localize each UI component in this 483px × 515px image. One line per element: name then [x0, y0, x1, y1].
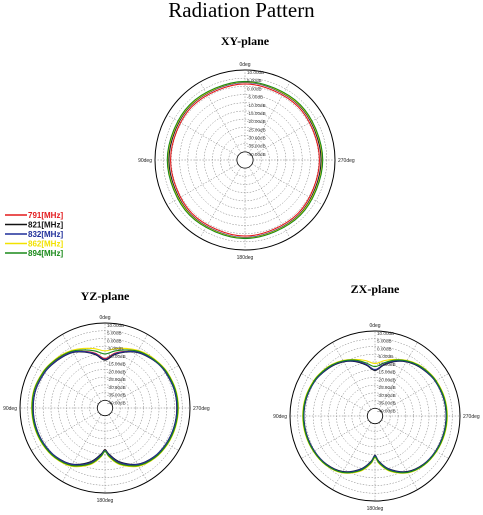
- grid-circle: [195, 110, 295, 210]
- grid-circle: [359, 400, 391, 432]
- radial-tick-label: -10.00dB: [247, 103, 266, 108]
- grid-spoke: [108, 414, 148, 482]
- angle-label-bottom: 180deg: [367, 506, 384, 512]
- radial-tick-label: 0.00dB: [107, 338, 122, 343]
- grid-spoke: [31, 365, 99, 405]
- polar-chart-zx-plane: ZX-plane 10.00dB 5.00dB 0.00dB -5.00dB -10.00…: [273, 282, 480, 512]
- radial-tick-label: 5.00dB: [377, 339, 392, 344]
- grid-spoke: [301, 373, 369, 413]
- series-832mhz: [32, 350, 178, 466]
- radial-tick-label: -10.00dB: [377, 362, 396, 367]
- grid-spoke: [381, 419, 449, 459]
- radial-tick-label: -15.00dB: [247, 111, 266, 116]
- angle-label-right: 270deg: [193, 406, 210, 412]
- angle-label-left: 90deg: [3, 406, 17, 412]
- polar-chart-xy-plane: XY-plane 10.00dB 5.00dB 0.00dB -5.00dB -10.00…: [138, 34, 355, 261]
- grid-circle: [58, 361, 152, 455]
- grid-spoke: [378, 342, 418, 410]
- angle-label-top: 0deg: [239, 62, 250, 68]
- radial-tick-label: -25.00dB: [247, 127, 266, 132]
- grid-circle: [73, 376, 137, 440]
- radial-tick-label: 10.00dB: [107, 323, 124, 328]
- grid-circle: [162, 77, 328, 243]
- series-894mhz: [166, 80, 324, 240]
- grid-circle: [289, 330, 461, 502]
- series-894mhz: [31, 349, 179, 467]
- radial-tick-label: 5.00dB: [107, 331, 122, 336]
- radial-tick-label: -30.00dB: [247, 136, 266, 141]
- radial-tick-label: -5.00dB: [107, 346, 123, 351]
- radial-tick-label: -15.00dB: [107, 362, 126, 367]
- grid-spoke: [381, 373, 449, 413]
- angle-label-top: 0deg: [369, 323, 380, 329]
- grid-circle: [19, 322, 191, 494]
- radial-tick-label: -25.00dB: [107, 377, 126, 382]
- grid-spoke: [108, 334, 148, 402]
- grid-spoke: [62, 414, 102, 482]
- legend-label: 791[MHz]: [28, 211, 63, 220]
- legend-label: 894[MHz]: [28, 249, 63, 258]
- radial-tick-label: -5.00dB: [377, 354, 393, 359]
- radial-tick-label: 0.00dB: [247, 86, 262, 91]
- radial-tick-label: -20.00dB: [377, 377, 396, 382]
- angle-label-right: 270deg: [338, 158, 355, 164]
- radial-tick-label: 0.00dB: [377, 346, 392, 351]
- grid-circle: [228, 143, 262, 177]
- grid-circle: [171, 86, 319, 234]
- angle-label-bottom: 180deg: [97, 498, 114, 504]
- radial-tick-label: -40.00dB: [377, 408, 396, 413]
- radial-tick-label: 5.00dB: [247, 78, 262, 83]
- angle-label-right: 270deg: [463, 414, 480, 420]
- grid-circle: [203, 118, 287, 202]
- radial-tick-label: 10.00dB: [247, 70, 264, 75]
- angle-label-left: 90deg: [138, 158, 152, 164]
- grid-spoke: [378, 422, 418, 490]
- grid-spoke: [332, 342, 372, 410]
- plot-title: ZX-plane: [351, 282, 400, 296]
- radial-tick-label: -25.00dB: [377, 385, 396, 390]
- angle-label-top: 0deg: [99, 315, 110, 321]
- legend: 791[MHz]821[MHz]832[MHz]862[MHz]894[MHz]: [5, 211, 63, 258]
- angle-label-left: 90deg: [273, 414, 287, 420]
- grid-spoke: [301, 419, 369, 459]
- radial-tick-label: -20.00dB: [107, 369, 126, 374]
- grid-circle: [35, 338, 175, 478]
- grid-spoke: [332, 422, 372, 490]
- radial-tick-label: -35.00dB: [377, 401, 396, 406]
- grid-circle: [305, 346, 445, 486]
- radial-tick-label: -30.00dB: [377, 393, 396, 398]
- series-832mhz: [303, 360, 447, 473]
- radial-tick-label: -40.00dB: [107, 400, 126, 405]
- radial-tick-label: -10.00dB: [107, 354, 126, 359]
- radial-tick-label: -20.00dB: [247, 119, 266, 124]
- grid-circle: [343, 384, 407, 448]
- radial-tick-label: -40.00dB: [247, 152, 266, 157]
- radial-tick-label: -35.00dB: [247, 144, 266, 149]
- grid-circle: [89, 392, 121, 424]
- angle-label-bottom: 180deg: [237, 255, 254, 261]
- legend-label: 862[MHz]: [28, 240, 63, 249]
- radial-tick-label: -5.00dB: [247, 95, 263, 100]
- radial-tick-label: -35.00dB: [107, 393, 126, 398]
- grid-circle: [328, 369, 422, 463]
- series-791mhz: [170, 83, 320, 237]
- series-894mhz: [302, 359, 448, 474]
- legend-label: 832[MHz]: [28, 230, 63, 239]
- polar-chart-yz-plane: YZ-plane 10.00dB 5.00dB 0.00dB -5.00dB -10.00…: [3, 289, 210, 504]
- radial-tick-label: -15.00dB: [377, 370, 396, 375]
- grid-spoke: [62, 334, 102, 402]
- page-title: Radiation Pattern: [168, 0, 315, 22]
- radial-tick-label: 10.00dB: [377, 331, 394, 336]
- plot-title: YZ-plane: [81, 289, 130, 303]
- plot-title: XY-plane: [221, 34, 270, 48]
- radial-tick-label: -30.00dB: [107, 385, 126, 390]
- legend-label: 821[MHz]: [28, 221, 63, 230]
